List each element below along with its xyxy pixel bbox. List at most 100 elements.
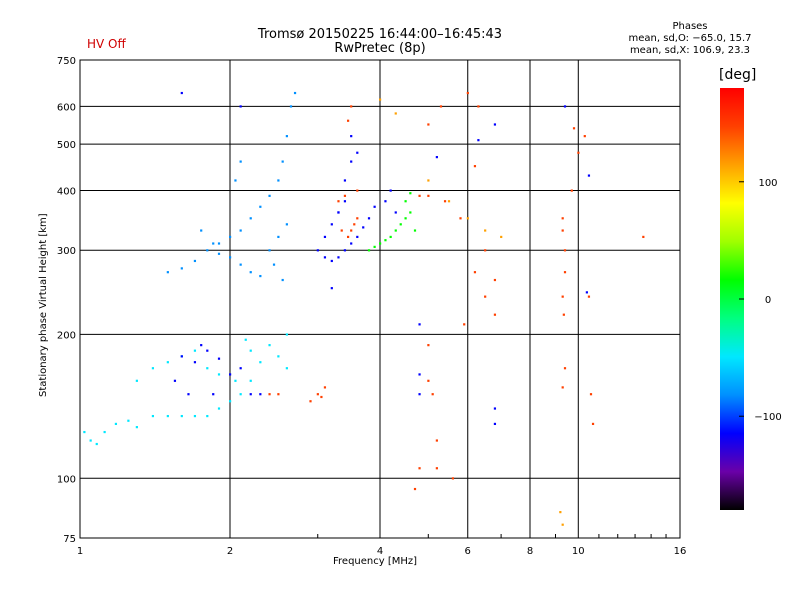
data-point bbox=[268, 194, 271, 197]
data-point bbox=[259, 393, 262, 396]
data-point bbox=[151, 367, 155, 370]
data-point bbox=[473, 165, 477, 168]
data-point bbox=[166, 361, 169, 364]
data-point bbox=[249, 217, 252, 220]
data-point bbox=[427, 344, 430, 347]
data-point bbox=[384, 200, 387, 203]
data-point bbox=[289, 105, 293, 108]
chart-subtitle: RwPretec (8p) bbox=[334, 41, 426, 56]
data-point bbox=[193, 361, 197, 364]
y-tick-label: 500 bbox=[57, 140, 76, 151]
data-point bbox=[259, 361, 262, 364]
data-point bbox=[212, 393, 215, 396]
data-point bbox=[493, 278, 497, 282]
data-point bbox=[217, 373, 221, 376]
data-point bbox=[346, 235, 350, 239]
x-tick-label: 1 bbox=[77, 546, 83, 557]
data-point bbox=[229, 235, 232, 239]
data-point bbox=[589, 393, 593, 396]
data-point bbox=[473, 271, 477, 274]
data-point bbox=[187, 393, 190, 396]
data-point bbox=[350, 135, 353, 138]
data-point bbox=[561, 229, 564, 232]
data-point bbox=[561, 295, 564, 298]
data-point bbox=[477, 105, 480, 108]
data-point bbox=[239, 229, 242, 232]
data-point bbox=[320, 395, 323, 399]
data-point bbox=[570, 189, 573, 192]
data-point bbox=[561, 386, 564, 389]
data-point bbox=[431, 393, 434, 396]
y-tick-label: 300 bbox=[57, 246, 76, 257]
data-point bbox=[493, 123, 497, 126]
data-point bbox=[277, 355, 280, 358]
data-point bbox=[285, 223, 288, 226]
data-point bbox=[200, 344, 203, 347]
data-point bbox=[435, 439, 438, 442]
data-point bbox=[413, 487, 417, 491]
data-point bbox=[418, 393, 421, 396]
data-point bbox=[484, 249, 487, 252]
data-points bbox=[83, 91, 645, 526]
data-point bbox=[404, 200, 407, 203]
data-point bbox=[563, 367, 567, 370]
x-tick-label: 10 bbox=[572, 546, 585, 557]
data-point bbox=[180, 267, 183, 270]
data-point bbox=[277, 179, 280, 182]
data-point bbox=[394, 112, 397, 115]
colorbar-tick-label: 100 bbox=[758, 178, 777, 189]
data-point bbox=[353, 223, 356, 226]
data-point bbox=[379, 242, 382, 245]
data-point bbox=[200, 229, 203, 232]
data-point bbox=[563, 271, 567, 274]
data-point bbox=[173, 379, 177, 382]
data-point bbox=[642, 235, 645, 239]
data-point bbox=[180, 91, 183, 95]
data-point bbox=[316, 393, 319, 396]
data-point bbox=[350, 229, 353, 232]
data-point bbox=[234, 379, 237, 382]
data-point bbox=[114, 422, 118, 426]
grid bbox=[80, 60, 680, 538]
data-point bbox=[587, 174, 591, 177]
data-point bbox=[409, 211, 412, 214]
data-point bbox=[418, 467, 421, 470]
data-point bbox=[563, 105, 567, 108]
data-point bbox=[583, 135, 586, 138]
y-tick-label: 100 bbox=[57, 474, 76, 485]
data-point bbox=[356, 189, 359, 192]
data-point bbox=[343, 194, 347, 197]
data-point bbox=[193, 349, 197, 352]
data-point bbox=[389, 189, 392, 192]
data-point bbox=[337, 211, 340, 214]
x-tick-label: 6 bbox=[465, 546, 471, 557]
data-point bbox=[587, 295, 591, 298]
data-point bbox=[212, 242, 215, 245]
data-point bbox=[277, 393, 280, 396]
data-point bbox=[484, 229, 487, 232]
data-point bbox=[427, 379, 430, 382]
data-point bbox=[166, 414, 169, 418]
data-point bbox=[447, 200, 451, 203]
data-point bbox=[350, 160, 353, 163]
data-point bbox=[206, 367, 209, 370]
data-point bbox=[591, 422, 595, 426]
data-point bbox=[418, 323, 421, 326]
data-point bbox=[323, 235, 327, 239]
data-point bbox=[409, 192, 412, 195]
x-tick-label: 2 bbox=[227, 546, 233, 557]
data-point bbox=[135, 379, 138, 382]
data-point bbox=[389, 235, 392, 239]
chart-title: Tromsø 20150225 16:44:00–16:45:43 bbox=[257, 27, 503, 42]
data-point bbox=[346, 119, 350, 122]
data-point bbox=[277, 235, 280, 239]
data-point bbox=[362, 226, 365, 229]
y-tick-label: 750 bbox=[57, 56, 76, 67]
data-point bbox=[281, 278, 284, 282]
data-point bbox=[244, 338, 247, 341]
data-point bbox=[413, 229, 417, 232]
data-point bbox=[493, 407, 497, 410]
data-point bbox=[229, 256, 232, 259]
data-point bbox=[166, 271, 169, 274]
